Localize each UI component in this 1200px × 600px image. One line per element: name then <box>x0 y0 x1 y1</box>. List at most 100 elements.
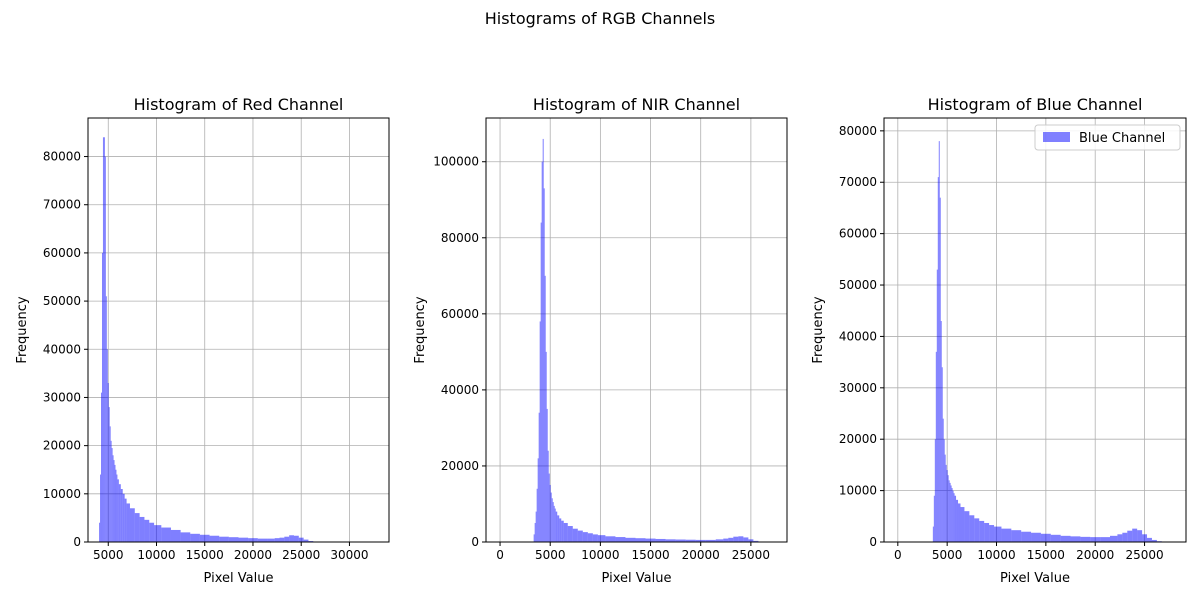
y-tick-label: 10000 <box>839 484 877 498</box>
y-axis-label: Frequency <box>413 296 428 363</box>
histogram-bar <box>170 529 181 542</box>
subplot-3: 0 5000 10000 15000 20000 25000 0 10000 20000 3000… <box>811 95 1187 586</box>
histogram-bar <box>544 275 546 542</box>
histogram-bar <box>939 197 941 543</box>
histogram-bar <box>935 351 937 542</box>
histogram-bar <box>540 222 542 543</box>
histogram-bar <box>541 161 543 542</box>
histogram-bar <box>1050 534 1061 542</box>
subplot-title: Histogram of Red Channel <box>134 95 344 114</box>
histogram-bar <box>1070 536 1081 542</box>
histogram-bar <box>535 511 537 542</box>
histogram-bar <box>675 539 686 542</box>
histogram-bar <box>298 537 304 542</box>
histogram-bar <box>149 522 155 542</box>
histogram-bar <box>274 538 280 542</box>
histogram-bar <box>944 454 946 542</box>
y-tick-label: 60000 <box>839 227 877 241</box>
histogram-bar <box>953 493 955 542</box>
histogram-bar <box>572 528 578 542</box>
subplot-title: Histogram of NIR Channel <box>533 95 740 114</box>
histogram-bar <box>557 515 560 542</box>
histogram-bar <box>542 138 544 542</box>
histogram-bar <box>111 448 113 542</box>
histogram-bar <box>960 507 965 542</box>
histogram-bar <box>1060 535 1071 542</box>
histogram-bar <box>293 535 299 542</box>
histogram-bar <box>115 469 117 542</box>
x-tick-label: 10000 <box>581 548 619 562</box>
histogram-bar <box>107 383 109 542</box>
histogram-bar <box>228 537 239 542</box>
histogram-bar <box>941 367 943 542</box>
histogram-bar <box>950 485 952 542</box>
histogram-bar <box>161 527 171 542</box>
histogram-bar <box>536 488 538 542</box>
histogram-bar <box>102 137 104 543</box>
x-axis-label: Pixel Value <box>602 571 672 586</box>
histogram-bar <box>190 533 200 542</box>
histogram-bar <box>547 450 549 542</box>
legend: Blue Channel <box>1034 124 1181 151</box>
histogram-bar <box>1147 537 1152 542</box>
axes-frame <box>485 117 788 543</box>
y-tick-label: 80000 <box>43 150 81 164</box>
x-tick-label: 5000 <box>93 548 124 562</box>
histogram-bar <box>1021 531 1032 542</box>
y-tick-label: 50000 <box>43 294 81 308</box>
histogram-bar <box>303 539 309 542</box>
histogram-bar <box>267 538 275 542</box>
histogram-bar <box>101 252 103 542</box>
histogram-bar <box>104 156 106 542</box>
x-tick-label: 10000 <box>137 548 175 562</box>
y-tick-label: 0 <box>471 535 479 549</box>
histogram-bar <box>1151 539 1157 542</box>
y-tick-label: 80000 <box>441 231 479 245</box>
histogram-bar <box>936 269 938 542</box>
axes-frame <box>87 117 390 543</box>
histogram-bar <box>615 537 626 542</box>
histogram-bar <box>552 502 554 542</box>
histogram-bar <box>533 534 535 542</box>
histogram-bar <box>952 490 954 542</box>
histogram-bar <box>559 518 562 542</box>
histogram-bar <box>126 503 130 542</box>
histogram-bar <box>942 418 944 542</box>
histogram-bar <box>940 321 942 542</box>
histogram-bar <box>743 537 749 542</box>
histogram-bar <box>106 349 108 542</box>
subplot-title: Histogram of Blue Channel <box>928 95 1143 114</box>
histogram-bar <box>1031 532 1041 542</box>
histogram-bar <box>947 475 949 542</box>
histogram-bar <box>180 532 191 542</box>
histogram-bar <box>114 464 116 542</box>
x-tick-label: 15000 <box>1027 548 1065 562</box>
histogram-bar <box>943 439 945 542</box>
histogram-bar <box>553 505 555 542</box>
histogram-bar <box>685 539 696 542</box>
y-tick-label: 40000 <box>43 342 81 356</box>
histogram-bar <box>534 522 536 542</box>
histogram-bar <box>110 440 112 542</box>
histogram-bar <box>655 538 666 542</box>
histogram-bar <box>113 460 115 542</box>
legend-box <box>1034 124 1181 151</box>
x-tick-label: 25000 <box>1125 548 1163 562</box>
histogram-bar <box>238 537 249 542</box>
y-tick-label: 30000 <box>43 390 81 404</box>
histogram-bar <box>1142 534 1148 542</box>
histogram-bar <box>120 489 123 542</box>
histogram-bar <box>561 520 564 542</box>
histogram-bar <box>938 141 940 543</box>
histogram-bar <box>934 439 936 542</box>
subplot-1: 5000 10000 15000 20000 25000 30000 0 10000 20000… <box>15 95 390 586</box>
histogram-bar <box>1090 537 1101 542</box>
histogram-bar <box>951 488 953 542</box>
histogram-bar <box>199 534 210 542</box>
histogram-bar <box>551 498 553 542</box>
histogram-bar <box>592 534 598 542</box>
histogram-bar <box>546 408 548 542</box>
histogram-bar <box>539 321 541 542</box>
histogram-bar <box>545 351 547 542</box>
y-tick-label: 20000 <box>839 432 877 446</box>
